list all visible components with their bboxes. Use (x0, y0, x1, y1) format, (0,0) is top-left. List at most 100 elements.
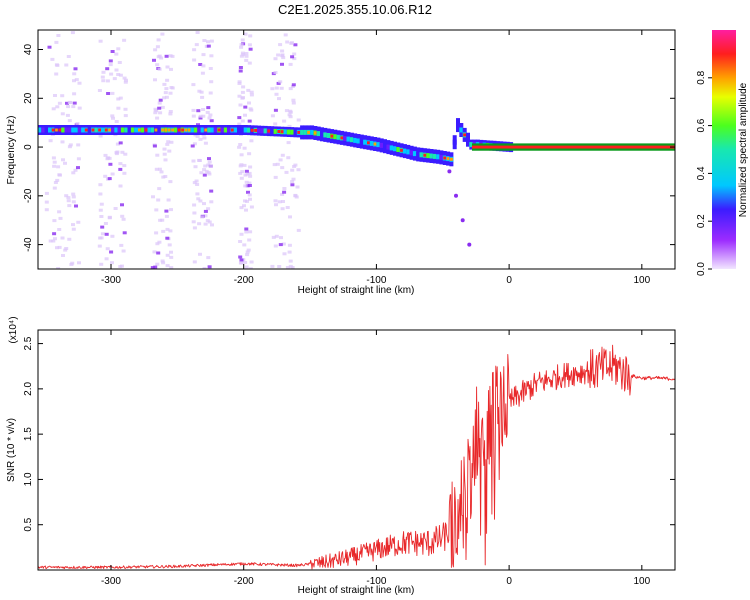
noise-speckle (74, 204, 78, 208)
noise-speckle (48, 139, 53, 143)
noise-speckle (240, 119, 245, 123)
noise-speckle (69, 263, 74, 266)
noise-speckle (197, 222, 202, 226)
noise-speckle (122, 38, 127, 42)
ridge-core (383, 143, 387, 149)
noise-speckle (208, 91, 213, 95)
noise-speckle (242, 204, 246, 208)
noise-speckle (77, 261, 81, 265)
noise-speckle (71, 227, 76, 231)
noise-speckle (124, 78, 128, 82)
y-tick-label: 1.5 (23, 427, 34, 441)
noise-speckle (206, 44, 211, 48)
noise-speckle (207, 265, 212, 269)
noise-speckle (52, 232, 57, 236)
noise-speckle (245, 250, 250, 254)
x-tick-label: -100 (366, 576, 386, 587)
noise-speckle (118, 96, 123, 100)
ridge-peak (367, 141, 370, 145)
noise-speckle (191, 220, 196, 224)
noise-speckle (205, 219, 210, 223)
noise-speckle (123, 107, 128, 111)
noise-speckle (238, 255, 243, 259)
noise-speckle (285, 266, 290, 269)
noise-speckle (67, 119, 72, 123)
noise-speckle (209, 164, 213, 168)
noise-speckle (246, 248, 251, 252)
noise-speckle (192, 211, 197, 215)
ridge-core (406, 149, 411, 155)
noise-speckle (169, 67, 173, 71)
ridge-peak (400, 148, 404, 152)
noise-speckle (278, 43, 283, 47)
noise-speckle (165, 65, 170, 69)
ridge-peak (181, 128, 185, 132)
noise-speckle (110, 91, 115, 95)
noise-speckle (61, 254, 65, 257)
noise-speckle (201, 114, 206, 118)
noise-speckle (122, 164, 127, 168)
ridge-peak (217, 128, 221, 132)
noise-speckle (100, 225, 105, 229)
noise-speckle (208, 67, 213, 70)
ridge-core (466, 137, 470, 143)
noise-speckle (192, 260, 197, 264)
noise-speckle (198, 252, 202, 256)
ridge-peak (51, 128, 55, 132)
snr-x-label: Height of straight line (km) (298, 585, 415, 596)
noise-speckle (198, 63, 203, 66)
noise-speckle (293, 163, 298, 167)
noise-speckle (191, 108, 196, 112)
noise-speckle (296, 118, 301, 122)
noise-speckle (279, 86, 284, 90)
noise-speckle (279, 236, 283, 240)
noise-speckle (105, 247, 110, 251)
noise-speckle (165, 236, 170, 240)
noise-speckle (239, 45, 244, 49)
noise-speckle (286, 141, 291, 145)
noise-speckle (123, 80, 128, 84)
noise-speckle (241, 85, 246, 89)
noise-speckle (198, 137, 203, 141)
ridge-core (303, 129, 308, 135)
ridge-core (286, 129, 291, 135)
noise-speckle (119, 243, 124, 247)
noise-speckle (55, 246, 59, 250)
noise-speckle (98, 208, 103, 212)
noise-speckle (114, 120, 119, 123)
noise-speckle (239, 258, 244, 262)
spectrogram-y-label: Frequency (Hz) (6, 116, 17, 185)
ridge-core (293, 129, 298, 135)
ridge-core (260, 128, 265, 134)
noise-speckle (287, 124, 292, 128)
ridge-core (94, 127, 99, 133)
noise-speckle (237, 80, 242, 84)
noise-speckle (108, 63, 113, 67)
noise-speckle (121, 249, 126, 253)
noise-speckle (206, 207, 211, 211)
noise-speckle (66, 55, 71, 58)
noise-speckle (243, 105, 248, 109)
noise-speckle (244, 58, 249, 62)
ridge-core (227, 127, 232, 133)
x-tick-label: -100 (366, 275, 386, 286)
noise-speckle (284, 109, 289, 113)
ridge-core (469, 142, 474, 148)
noise-speckle (280, 153, 285, 157)
noise-speckle (67, 204, 72, 208)
ridge-peak (443, 156, 447, 160)
noise-speckle (110, 172, 115, 176)
snr-series-line (38, 344, 675, 570)
noise-speckle (238, 66, 243, 69)
noise-speckle (284, 170, 289, 174)
noise-speckle (244, 52, 249, 55)
noise-speckle (278, 243, 283, 247)
noise-speckle (164, 54, 169, 58)
noise-speckle (290, 180, 295, 184)
ridge-core (111, 127, 115, 133)
noise-speckle (98, 39, 103, 43)
noise-speckle (108, 162, 113, 166)
noise-speckle (71, 223, 75, 227)
noise-speckle (205, 110, 210, 114)
noise-speckle (162, 147, 167, 151)
